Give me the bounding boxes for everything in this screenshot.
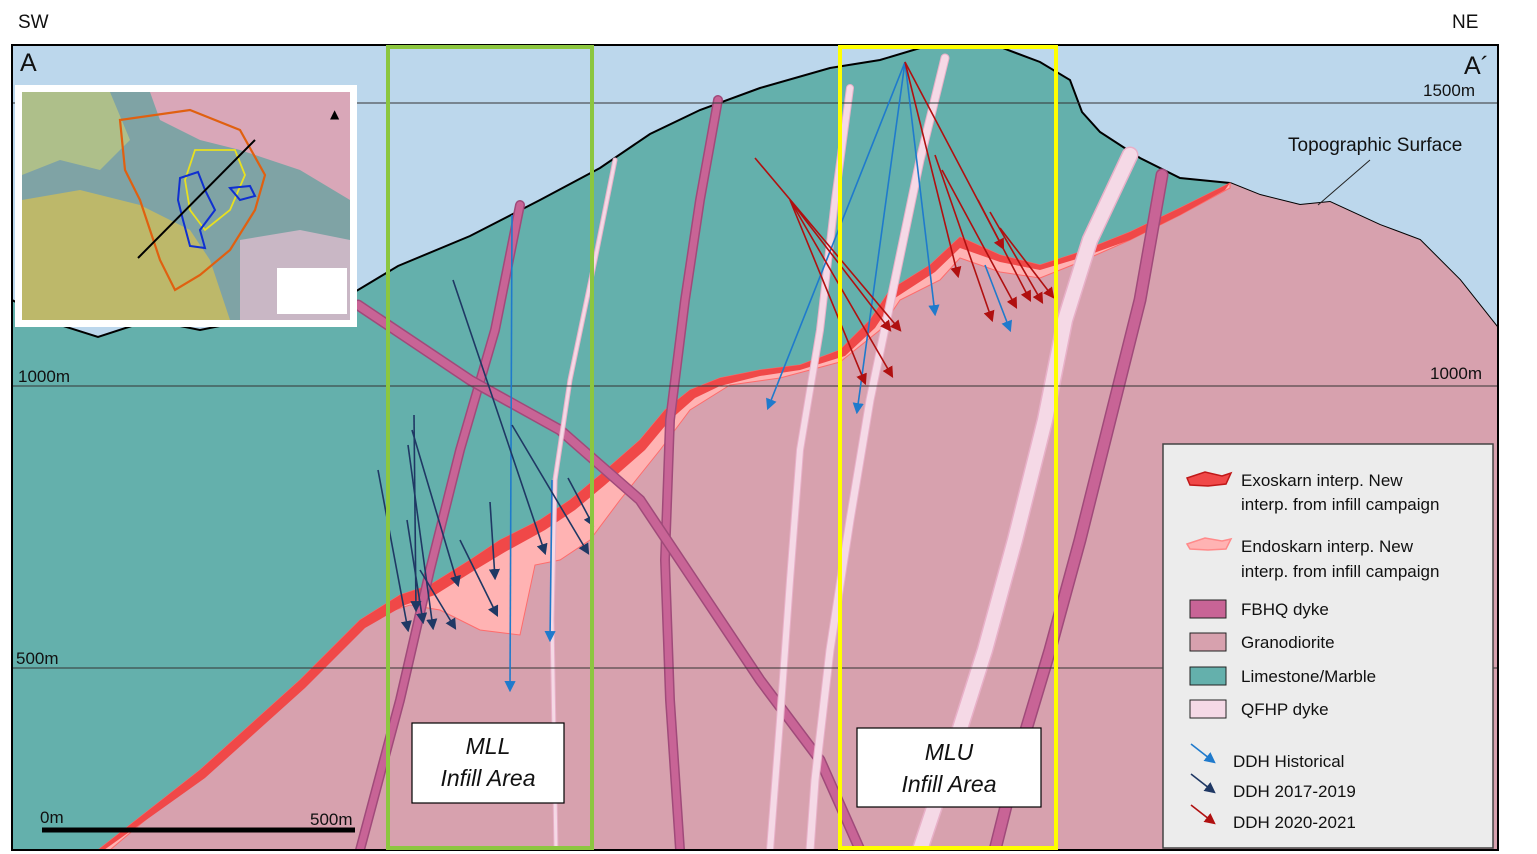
sw-label: SW: [18, 12, 49, 33]
ne-label: NE: [1452, 12, 1478, 33]
fbhq-dykes: [352, 95, 1169, 850]
mll-infill-outline: [386, 45, 594, 850]
svg-text:DDH 2020-2021: DDH 2020-2021: [1233, 813, 1356, 832]
legend-item-limestone: Limestone/Marble: [1189, 666, 1376, 686]
section-frame: [11, 44, 1499, 851]
svg-text:Endoskarn interp. New: Endoskarn interp. New: [1241, 537, 1414, 556]
section-start-label: A: [20, 49, 37, 77]
elevation-1000-right-label: 1000m: [1430, 364, 1482, 383]
legend-item-qfhp: QFHP dyke: [1189, 699, 1329, 719]
legend: Exoskarn interp. New interp. from infill…: [1162, 443, 1494, 849]
legend-item-fbhq: FBHQ dyke: [1189, 599, 1329, 619]
svg-text:Infill Area: Infill Area: [901, 771, 996, 797]
svg-text:0m: 0m: [40, 808, 64, 827]
mll-infill-label: MLL Infill Area: [411, 722, 565, 804]
svg-text:Exoskarn interp. New: Exoskarn interp. New: [1241, 471, 1403, 490]
topographic-leader-line: [1317, 159, 1371, 206]
elevation-1500-label: 1500m: [1423, 81, 1475, 100]
svg-text:DDH Historical: DDH Historical: [1233, 752, 1344, 771]
svg-text:500m: 500m: [310, 810, 353, 829]
ddh-2017-2019: [377, 279, 595, 633]
legend-ddh-2017-2019: DDH 2017-2019: [1190, 773, 1356, 801]
elevation-500-label: 500m: [16, 649, 59, 668]
scale-bar: 0m 500m: [40, 808, 355, 833]
inset-location-map: ▲: [15, 85, 357, 327]
svg-text:MLL: MLL: [466, 733, 511, 759]
svg-text:QFHP dyke: QFHP dyke: [1241, 700, 1329, 719]
svg-text:Granodiorite: Granodiorite: [1241, 633, 1335, 652]
section-body: ▲: [12, 45, 1498, 850]
legend-item-endoskarn: Endoskarn interp. New interp. from infil…: [1185, 537, 1439, 581]
legend-ddh-2020-2021: DDH 2020-2021: [1190, 804, 1356, 832]
svg-text:▲: ▲: [330, 107, 340, 121]
svg-text:Infill Area: Infill Area: [440, 765, 535, 791]
mlu-infill-label: MLU Infill Area: [856, 727, 1042, 808]
mlu-infill-outline: [838, 45, 1058, 850]
svg-text:interp. from infill campaign: interp. from infill campaign: [1241, 495, 1439, 514]
section-end-label: A´: [1464, 52, 1489, 80]
legend-item-granodiorite: Granodiorite: [1189, 632, 1335, 652]
elevation-1000-left-label: 1000m: [18, 367, 70, 386]
legend-item-exoskarn: Exoskarn interp. New interp. from infill…: [1185, 471, 1439, 514]
svg-text:interp. from infill campaign: interp. from infill campaign: [1241, 562, 1439, 581]
topographic-surface-label: Topographic Surface: [1288, 135, 1462, 156]
svg-text:Limestone/Marble: Limestone/Marble: [1241, 667, 1376, 686]
svg-text:FBHQ dyke: FBHQ dyke: [1241, 600, 1329, 619]
svg-text:DDH 2017-2019: DDH 2017-2019: [1233, 782, 1356, 801]
legend-ddh-historical: DDH Historical: [1190, 743, 1344, 771]
svg-text:MLU: MLU: [925, 739, 974, 765]
